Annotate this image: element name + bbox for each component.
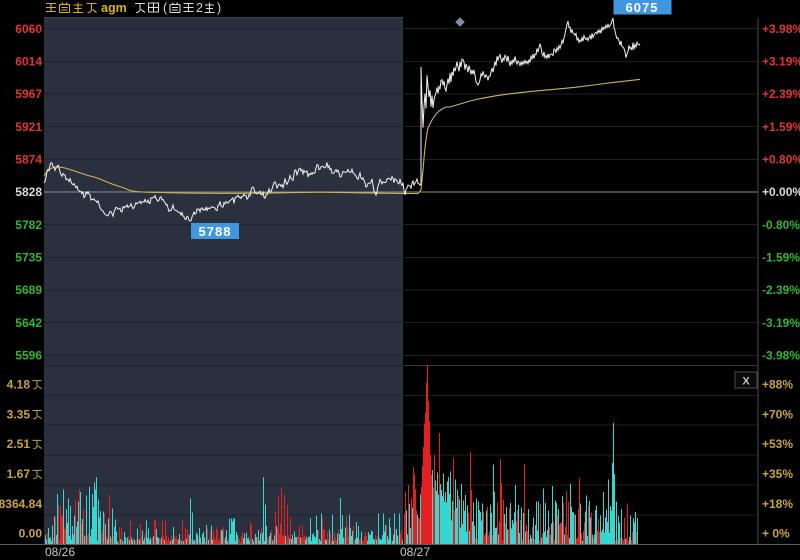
- svg-text:3.35: 3.35: [7, 407, 31, 421]
- svg-text:4.18: 4.18: [7, 378, 31, 392]
- svg-text:5967: 5967: [15, 87, 42, 101]
- svg-text:+1.59%: +1.59%: [762, 120, 800, 134]
- svg-text:0.00: 0.00: [19, 527, 43, 541]
- svg-text:+ 0%: + 0%: [762, 527, 790, 541]
- svg-text:+3.98%: +3.98%: [762, 22, 800, 36]
- svg-text:2.51: 2.51: [7, 437, 31, 451]
- svg-text:+88%: +88%: [762, 378, 793, 392]
- svg-text:08/27: 08/27: [400, 545, 430, 559]
- svg-text:5642: 5642: [15, 316, 42, 330]
- svg-text:agm: agm: [101, 1, 127, 15]
- svg-text:5782: 5782: [15, 218, 42, 232]
- svg-text:-3.19%: -3.19%: [762, 316, 800, 330]
- svg-text:2: 2: [196, 1, 203, 15]
- svg-text:-3.98%: -3.98%: [762, 349, 800, 363]
- svg-text:X: X: [742, 375, 750, 387]
- svg-text:+35%: +35%: [762, 467, 793, 481]
- svg-text:+3.19%: +3.19%: [762, 55, 800, 69]
- svg-text:5828: 5828: [15, 185, 42, 199]
- svg-text:5689: 5689: [15, 283, 42, 297]
- svg-text:8364.84: 8364.84: [0, 497, 42, 511]
- svg-text:5788: 5788: [199, 224, 232, 239]
- svg-text:-0.80%: -0.80%: [762, 218, 800, 232]
- svg-text:5921: 5921: [15, 120, 42, 134]
- svg-text:): ): [217, 1, 221, 15]
- svg-text:(: (: [163, 1, 168, 15]
- svg-text:-2.39%: -2.39%: [762, 283, 800, 297]
- svg-text:1.67: 1.67: [7, 467, 31, 481]
- svg-text:-1.59%: -1.59%: [762, 251, 800, 265]
- svg-text:6060: 6060: [15, 22, 42, 36]
- svg-text:+70%: +70%: [762, 407, 793, 421]
- svg-text:+2.39%: +2.39%: [762, 87, 800, 101]
- svg-text:08/26: 08/26: [45, 545, 75, 559]
- svg-text:6075: 6075: [626, 0, 659, 15]
- svg-text:+0.80%: +0.80%: [762, 153, 800, 167]
- svg-text:+18%: +18%: [762, 497, 793, 511]
- svg-text:+0.00%: +0.00%: [762, 185, 800, 199]
- svg-text:5874: 5874: [15, 153, 42, 167]
- svg-text:6014: 6014: [15, 55, 42, 69]
- svg-text:5735: 5735: [15, 251, 42, 265]
- svg-text:+53%: +53%: [762, 437, 793, 451]
- svg-text:5596: 5596: [15, 349, 42, 363]
